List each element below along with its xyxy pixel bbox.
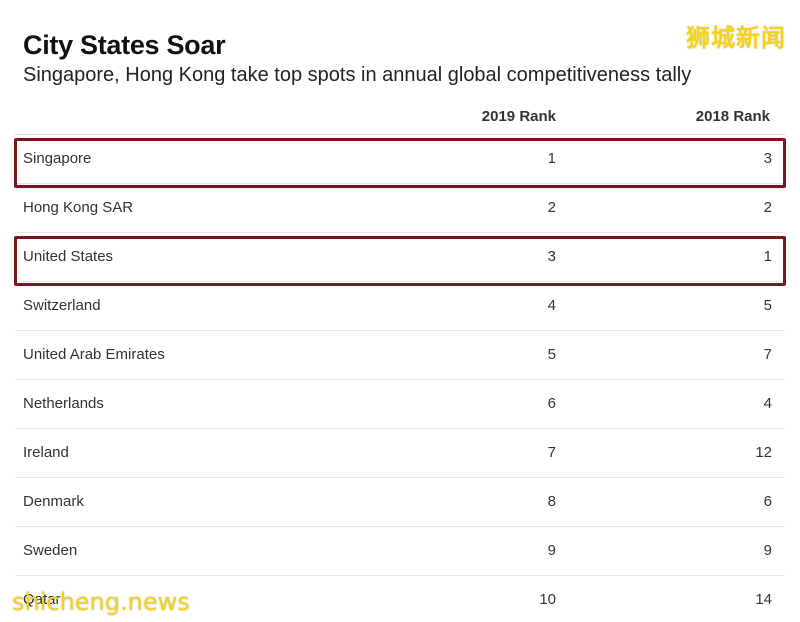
watermark-site: shicheng.news [12, 588, 190, 616]
rank-2019-cell: 6 [547, 395, 556, 412]
table-row: Ireland 7 12 [15, 429, 785, 478]
rank-2019-cell: 1 [547, 150, 556, 167]
rank-2018-cell: 14 [755, 591, 772, 608]
rank-2019-cell: 2 [547, 199, 556, 216]
table-row: Sweden 9 9 [15, 527, 785, 576]
country-cell: United States [23, 248, 114, 265]
chart-title: City States Soar [23, 30, 226, 60]
rank-2019-cell: 9 [547, 542, 556, 559]
rank-2019-cell: 8 [547, 493, 556, 510]
column-header-2019-rank: 2019 Rank [481, 108, 556, 125]
rank-2018-cell: 5 [763, 297, 772, 314]
column-header-2018-rank: 2018 Rank [695, 108, 770, 125]
country-cell: Denmark [23, 493, 84, 510]
chart-subtitle: Singapore, Hong Kong take top spots in a… [23, 64, 692, 86]
row-highlight-box [14, 138, 786, 188]
country-cell: Ireland [23, 444, 69, 461]
country-cell: Hong Kong SAR [23, 199, 134, 216]
ranking-table: Singapore 1 3 Hong Kong SAR 2 2 United States 3… [14, 134, 786, 622]
table-row: Qatar 10 14 [15, 576, 785, 622]
watermark-logo-cn: 狮城新闻 [686, 24, 786, 52]
table-row: United States 3 1 [14, 233, 786, 286]
rank-2018-cell: 1 [763, 248, 772, 265]
country-cell: United Arab Emirates [23, 346, 165, 363]
rank-2018-cell: 9 [763, 542, 772, 559]
rank-2018-cell: 7 [763, 346, 772, 363]
rank-2018-cell: 2 [763, 199, 772, 216]
rank-2019-cell: 7 [547, 444, 556, 461]
table-row: Hong Kong SAR 2 2 [15, 184, 785, 233]
rank-2018-cell: 4 [763, 395, 772, 412]
rank-2018-cell: 6 [763, 493, 772, 510]
table-row: United Arab Emirates 5 7 [15, 331, 785, 380]
rank-2019-cell: 10 [539, 591, 556, 608]
country-cell: Switzerland [23, 297, 101, 314]
table-row: Singapore 1 3 [14, 134, 786, 188]
country-cell: Qatar [23, 591, 61, 608]
row-highlight-box [14, 236, 786, 286]
rank-2018-cell: 12 [755, 444, 772, 461]
country-cell: Netherlands [23, 395, 104, 412]
table-row: Denmark 8 6 [15, 478, 785, 527]
rank-2019-cell: 3 [547, 248, 556, 265]
rank-2018-cell: 3 [763, 150, 772, 167]
rank-2019-cell: 5 [547, 346, 556, 363]
country-cell: Singapore [23, 150, 92, 167]
rank-2019-cell: 4 [547, 297, 556, 314]
table-row: Netherlands 6 4 [15, 380, 785, 429]
table-row: Switzerland 4 5 [15, 282, 785, 331]
country-cell: Sweden [23, 542, 78, 559]
